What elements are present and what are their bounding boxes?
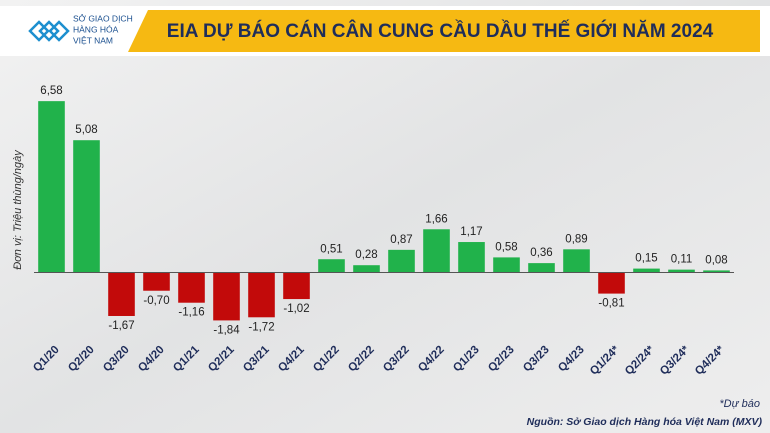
bar	[108, 272, 135, 316]
bar	[283, 272, 310, 300]
value-label: 0,36	[530, 247, 552, 259]
value-label: 0,87	[390, 234, 412, 246]
bar	[703, 270, 730, 273]
value-label: 1,66	[425, 213, 447, 225]
value-label: 0,08	[705, 254, 727, 266]
bar	[318, 259, 345, 273]
bar	[563, 249, 590, 273]
bar	[633, 268, 660, 273]
logo-text: SỞ GIAO DỊCH	[73, 12, 133, 23]
bar	[73, 140, 100, 273]
chart-title: EIA DỰ BÁO CÁN CÂN CUNG CẦU DẦU THẾ GIỚI…	[167, 20, 714, 42]
bar	[598, 272, 625, 294]
value-label: 1,17	[460, 226, 482, 238]
value-label: 0,51	[320, 243, 342, 255]
value-label: -1,84	[213, 324, 240, 336]
value-label: 0,11	[671, 254, 693, 266]
bar	[528, 263, 555, 273]
value-label: -1,72	[248, 321, 274, 333]
bar	[423, 229, 450, 273]
bar	[143, 272, 170, 291]
y-axis-label: Đơn vị: Triệu thùng/ngày	[12, 149, 24, 270]
value-label: -1,16	[178, 307, 204, 319]
value-label: 0,15	[635, 253, 657, 265]
logo-text: VIỆT NAM	[73, 35, 113, 45]
bar	[668, 269, 695, 273]
logo	[28, 20, 70, 42]
value-label: 6,58	[40, 85, 62, 97]
value-label: -1,67	[108, 320, 134, 332]
bar	[248, 272, 275, 318]
value-label: 5,08	[75, 124, 97, 136]
bar	[213, 272, 240, 321]
title-banner	[128, 10, 760, 52]
note: *Dự báo	[719, 398, 760, 410]
value-label: -0,70	[143, 295, 169, 307]
value-label: 0,28	[355, 249, 377, 261]
value-label: 0,58	[495, 241, 517, 253]
value-label: -1,02	[283, 303, 309, 315]
bar	[178, 272, 205, 303]
value-label: -0,81	[598, 298, 624, 310]
bar	[353, 265, 380, 273]
source: Nguồn: Sở Giao dịch Hàng hóa Việt Nam (M…	[527, 416, 763, 428]
value-label: 0,89	[565, 233, 587, 245]
bar	[38, 101, 65, 273]
bar	[388, 249, 415, 273]
bar	[493, 257, 520, 273]
logo-text: HÀNG HÓA	[73, 24, 119, 34]
bar	[458, 242, 485, 273]
